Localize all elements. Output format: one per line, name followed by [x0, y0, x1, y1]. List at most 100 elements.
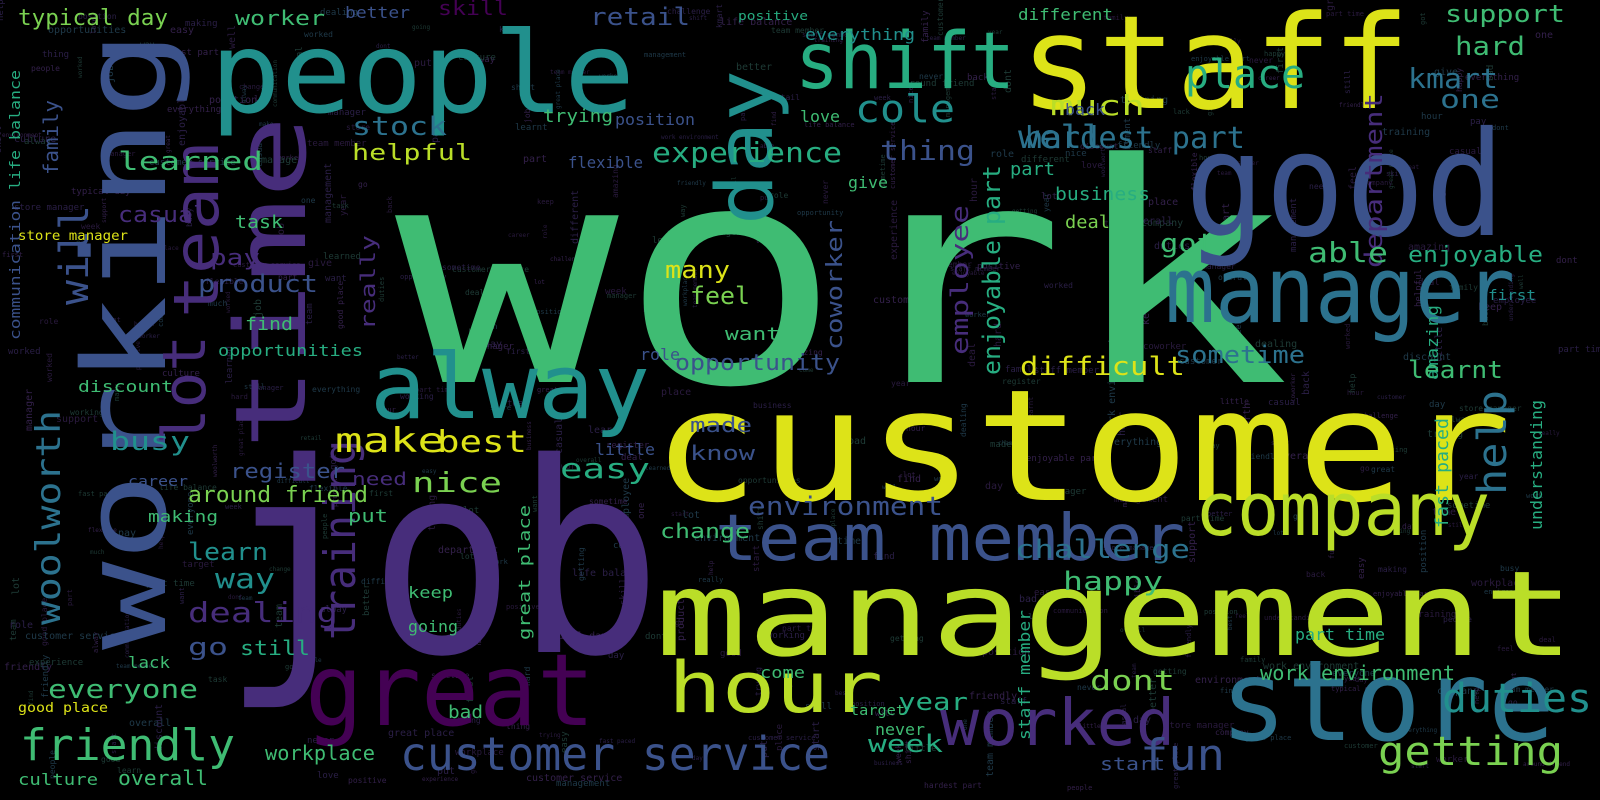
filler-word: shift — [756, 506, 765, 530]
word-team: team — [160, 143, 233, 318]
filler-word: keep — [1141, 301, 1152, 325]
filler-word: challenge — [550, 256, 583, 263]
filler-word: part time — [1326, 10, 1364, 18]
filler-word: discount — [1080, 142, 1119, 151]
filler-word: team member — [919, 260, 972, 269]
filler-word: friendly — [1241, 452, 1280, 461]
filler-word: love — [90, 17, 98, 34]
filler-word: able — [760, 143, 775, 150]
word-woolworth: woolworth — [29, 410, 69, 625]
word-lack: lack — [128, 653, 170, 672]
filler-word: still — [1448, 522, 1466, 529]
filler-word: many — [113, 384, 121, 401]
filler-word: helpful — [158, 523, 165, 549]
filler-word: made — [1363, 452, 1382, 461]
filler-word: getting — [1378, 446, 1408, 454]
filler-word: start — [811, 721, 822, 751]
filler-word: better — [397, 354, 419, 361]
filler-word: making — [185, 19, 218, 29]
filler-word: start — [110, 733, 118, 754]
filler-word: shift — [689, 15, 707, 22]
filler-word: customer — [1344, 742, 1378, 750]
filler-word: give — [1206, 99, 1214, 116]
filler-word: great — [1436, 167, 1447, 197]
filler-word: family — [1449, 283, 1478, 292]
filler-word: support — [101, 197, 108, 223]
word-staff: staff — [1020, 0, 1410, 139]
filler-word: lot — [682, 510, 700, 521]
filler-word: culture — [458, 53, 496, 63]
filler-word: sometime — [442, 263, 481, 272]
filler-word: day — [1133, 715, 1151, 726]
word-part-time: part time — [1295, 625, 1385, 644]
filler-word: really — [1219, 38, 1241, 45]
filler-word: place — [775, 724, 785, 751]
word-family: family — [39, 100, 63, 175]
filler-word: year — [1344, 675, 1361, 683]
filler-word: friendly — [41, 654, 51, 698]
filler-word: enjoyable — [177, 92, 188, 146]
filler-word: overall — [576, 457, 602, 464]
filler-word: around friend — [904, 79, 974, 89]
filler-word: one — [637, 503, 647, 519]
filler-word: nice — [907, 86, 915, 103]
filler-word: staff member — [1034, 366, 1100, 376]
filler-word: dealing — [959, 403, 968, 437]
filler-word: year — [1042, 193, 1051, 212]
filler-word: job — [276, 223, 287, 241]
filler-word: fast paced — [599, 738, 636, 745]
filler-word: day — [985, 481, 1003, 492]
filler-word: position — [1419, 530, 1429, 573]
filler-word: hour — [1117, 412, 1128, 436]
filler-word: start — [671, 511, 689, 518]
filler-word: customer service — [149, 158, 236, 168]
word-everything: everything — [805, 25, 915, 44]
filler-word: dont — [645, 632, 667, 642]
filler-word: woolworth — [212, 444, 219, 477]
filler-word: nice — [1065, 149, 1087, 159]
filler-word: working — [400, 392, 434, 401]
filler-word: first — [466, 676, 476, 703]
filler-word: part time — [782, 624, 826, 633]
filler-word: shift — [511, 83, 535, 92]
filler-word: casual — [1449, 147, 1482, 157]
word-sometime: sometime — [1175, 341, 1305, 369]
filler-word: keep — [1478, 302, 1502, 313]
word-helpful: helpful — [352, 141, 472, 166]
filler-word: amazing — [789, 348, 823, 357]
filler-word: getting — [577, 547, 586, 581]
filler-word: deal — [1196, 320, 1213, 328]
word-know: know — [690, 441, 756, 465]
filler-word: making — [1378, 565, 1407, 574]
word-manager: manager — [1165, 237, 1515, 344]
filler-word: people — [300, 657, 322, 664]
filler-word: sometime — [589, 497, 628, 506]
filler-word: management — [1114, 495, 1168, 505]
filler-word: flexible — [205, 277, 244, 286]
filler-word: got — [329, 454, 339, 470]
filler-word: role — [9, 620, 33, 631]
filler-word: positive — [977, 262, 1020, 272]
filler-word: put — [759, 740, 770, 758]
word-work-environment: work environment — [1260, 661, 1455, 685]
filler-word: team member — [307, 139, 367, 149]
word-good-place: good place — [18, 701, 108, 716]
filler-word: put — [760, 194, 773, 202]
filler-word: give — [1434, 67, 1458, 78]
filler-word: getting — [447, 716, 481, 725]
filler-word: one — [1535, 30, 1553, 41]
filler-word: business — [874, 760, 903, 767]
filler-word: retail — [771, 93, 800, 102]
filler-word: alway — [468, 55, 496, 65]
filler-word: dealing — [465, 288, 499, 297]
word-well: well — [1018, 118, 1103, 156]
filler-word: worker — [1436, 755, 1469, 765]
word-learnt: learnt — [1408, 356, 1503, 384]
filler-word: enjoyable part — [1373, 590, 1432, 598]
filler-word: friendly — [677, 180, 706, 187]
filler-word: customer service — [889, 122, 897, 189]
filler-word: better — [1207, 510, 1232, 518]
word-hardest-part: hardest part — [1025, 121, 1245, 156]
filler-word: everything — [312, 385, 360, 394]
filler-word: opportunities — [410, 225, 417, 272]
